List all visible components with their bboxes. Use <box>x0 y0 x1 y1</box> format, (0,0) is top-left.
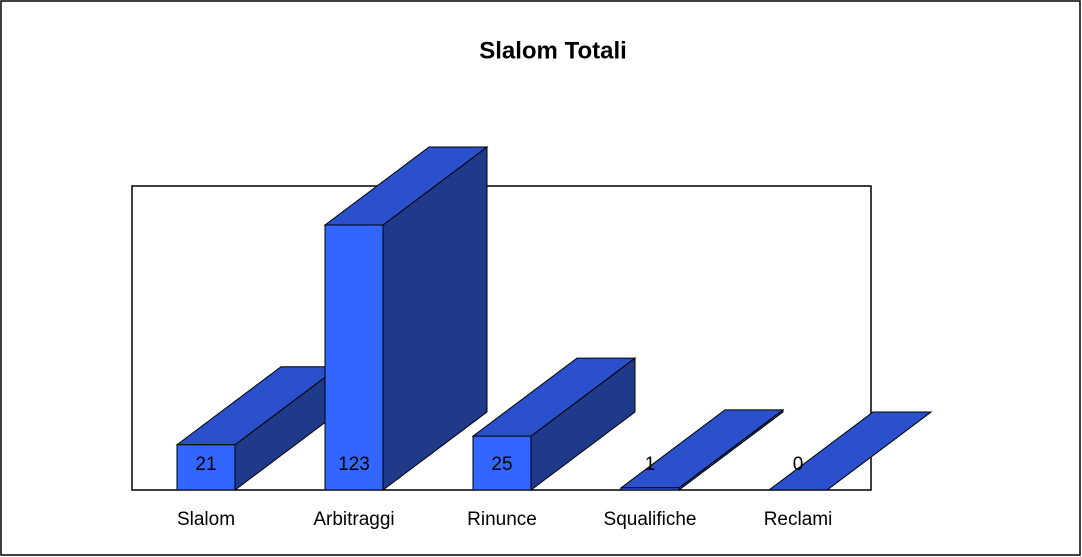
bar <box>472 435 532 491</box>
x-tick-label: Squalifiche <box>604 509 697 530</box>
data-label: 0 <box>793 454 804 475</box>
data-label: 21 <box>195 454 216 475</box>
data-label: 25 <box>491 454 512 475</box>
data-label: 1 <box>645 454 656 475</box>
x-tick-label: Slalom <box>177 509 235 530</box>
chart-title: Slalom Totali <box>479 37 627 64</box>
bar <box>620 487 680 491</box>
x-tick-label: Arbitraggi <box>313 509 394 530</box>
bar-top <box>767 411 933 491</box>
bar <box>324 224 384 491</box>
bar <box>176 444 236 491</box>
x-tick-label: Rinunce <box>467 509 537 530</box>
x-tick-label: Reclami <box>764 509 833 530</box>
data-label: 123 <box>338 454 370 475</box>
